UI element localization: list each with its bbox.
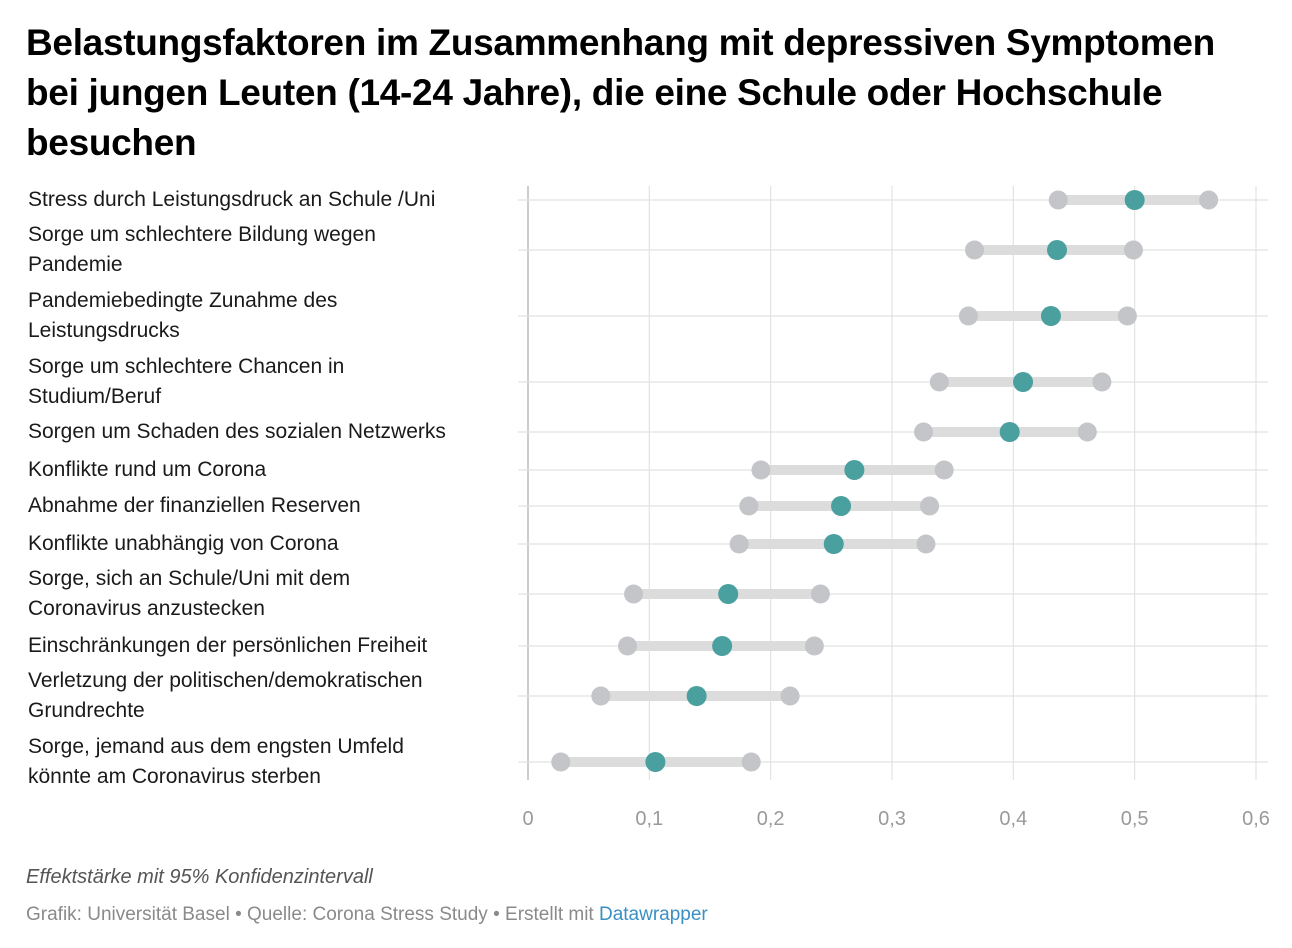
ci-high-point [934, 460, 954, 480]
ci-high-point [780, 686, 800, 706]
ci-low-point [1048, 190, 1068, 210]
row-label: Konflikte rund um Corona [28, 458, 267, 481]
ci-high-point [810, 584, 830, 604]
x-tick-label: 0,2 [757, 808, 785, 830]
effect-point [1047, 240, 1068, 260]
ci-high-point [920, 496, 940, 516]
dot-range-chart: 0 0,1 0,2 0,3 0,4 0,5 0,6 [518, 186, 1270, 830]
row-label: Einschränkungen der persönlichen Freihei… [28, 634, 428, 657]
row-label: Stress durch Leistungsdruck an Schule /U… [28, 188, 436, 211]
ci-low-point [624, 584, 644, 604]
effect-point [1013, 372, 1034, 392]
x-tick-label: 0,6 [1242, 808, 1270, 830]
ci-high-point [1123, 240, 1143, 260]
footer-erstellt: Erstellt mit [505, 904, 599, 925]
ci-low-point [751, 460, 771, 480]
ci-low-point [617, 636, 637, 656]
footer-quelle: Quelle: Corona Stress Study [247, 904, 488, 925]
ci-low-point [914, 422, 934, 442]
footer-grafik: Grafik: Universität Basel [26, 904, 230, 925]
row-label: Konflikte unabhängig von Corona [28, 532, 339, 555]
row-label: Sorge um schlechtere Chancen in Studium/… [28, 355, 345, 408]
x-tick-label: 0,4 [999, 808, 1027, 830]
effect-point [686, 686, 707, 706]
ci-low-point [729, 534, 749, 554]
ci-low-point [965, 240, 985, 260]
effect-point [645, 752, 666, 772]
x-tick-label: 0,5 [1121, 808, 1149, 830]
row-label: Sorgen um Schaden des sozialen Netzwerks [28, 420, 446, 443]
footer-separator: • [229, 904, 248, 925]
ci-high-point [1077, 422, 1097, 442]
chart-title: Belastungsfaktoren im Zusammenhang mit d… [26, 22, 1215, 163]
datawrapper-link[interactable]: Datawrapper [598, 904, 708, 925]
ci-high-point [1117, 306, 1137, 326]
row-label: Sorge, jemand aus dem engsten Umfeld kön… [28, 735, 404, 788]
ci-high-point [1199, 190, 1219, 210]
effect-point [718, 584, 739, 604]
ci-high-point [804, 636, 824, 656]
footer-separator: • [487, 904, 506, 925]
effect-point [1124, 190, 1145, 210]
x-tick-label: 0,3 [878, 808, 906, 830]
ci-low-point [739, 496, 759, 516]
effect-point [823, 534, 844, 554]
row-label: Sorge, sich an Schule/Uni mit dem Corona… [28, 567, 351, 620]
ci-high-point [1092, 372, 1112, 392]
chart-notes: Effektstärke mit 95% Konfidenzintervall [26, 866, 373, 888]
row-label: Verletzung der politischen/demokratische… [28, 669, 423, 722]
row-label: Pandemiebedingte Zunahme des Leistungsdr… [28, 289, 338, 342]
ci-low-point [591, 686, 611, 706]
x-tick-label: 0,1 [635, 808, 663, 830]
chart-footer: Grafik: Universität Basel • Quelle: Coro… [26, 904, 708, 926]
ci-high-point [916, 534, 936, 554]
effect-point [831, 496, 852, 516]
row-label: Sorge um schlechtere Bildung wegen Pande… [28, 223, 376, 276]
effect-point [844, 460, 865, 480]
effect-point [1040, 306, 1061, 326]
ci-high-point [741, 752, 761, 772]
ci-low-point [929, 372, 949, 392]
ci-low-point [958, 306, 978, 326]
effect-point [712, 636, 733, 656]
effect-point [999, 422, 1020, 442]
x-tick-label: 0 [522, 808, 533, 830]
row-label: Abnahme der finanziellen Reserven [28, 494, 361, 517]
ci-low-point [551, 752, 571, 772]
